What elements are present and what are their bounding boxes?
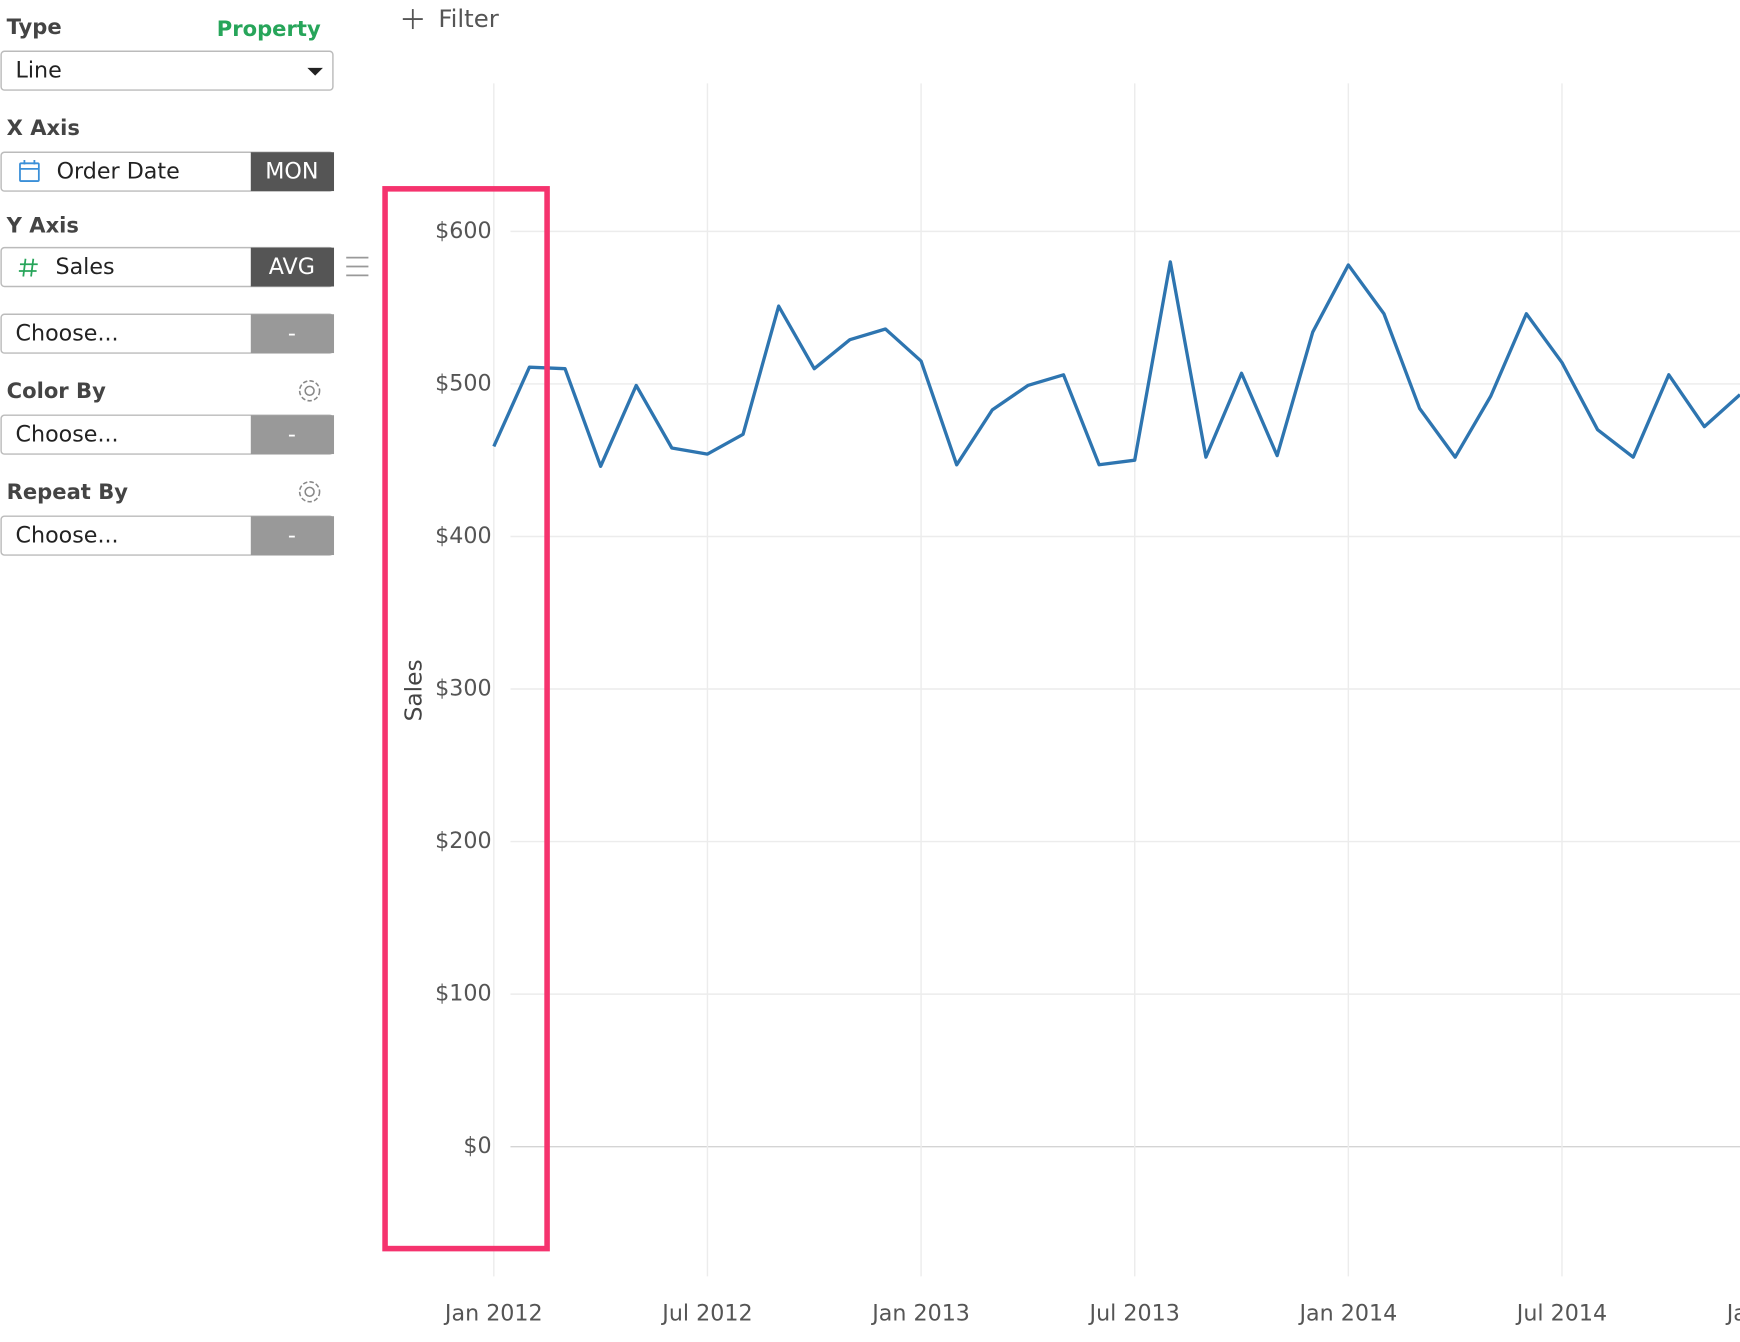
- y-tick-label: $100: [435, 981, 491, 1007]
- plot: $0 $100 $200 $300 $400 $500 $600 Jan 2012 Jul 20…: [435, 83, 1740, 1327]
- y-extra-field[interactable]: Choose... -: [0, 313, 335, 354]
- type-label: Type: [7, 14, 62, 39]
- plus-icon: [402, 9, 423, 30]
- dropdown-box: [0, 50, 334, 91]
- x-tick-label: Jan 2012: [443, 1301, 543, 1327]
- placeholder: Choose...: [16, 523, 119, 549]
- y-agg[interactable]: AVG: [269, 254, 315, 280]
- color-by-label: Color By: [7, 378, 106, 403]
- agg-button-bg: [250, 152, 335, 192]
- agg-button-bg: [250, 247, 335, 287]
- placeholder: Choose...: [16, 422, 119, 448]
- repeat-by-label: Repeat By: [7, 479, 129, 504]
- agg-button-bg: [250, 415, 335, 455]
- x-field[interactable]: Order Date MON: [0, 151, 335, 192]
- y-tick-label: $400: [435, 523, 491, 549]
- x-tick-label: Jul 2012: [660, 1301, 752, 1327]
- y-tick-label: $0: [463, 1133, 491, 1159]
- x-agg[interactable]: MON: [265, 159, 318, 185]
- placeholder: Choose...: [16, 321, 119, 347]
- type-dropdown[interactable]: Line: [0, 50, 334, 91]
- y-tick-label: $300: [435, 676, 491, 702]
- filter-button[interactable]: Filter: [402, 4, 500, 33]
- y-tick-label: $600: [435, 218, 491, 244]
- x-axis-label: X Axis: [7, 115, 80, 140]
- y-tick-label: $500: [435, 370, 491, 396]
- number-icon: [18, 258, 38, 277]
- gear-icon[interactable]: [298, 481, 321, 503]
- y-axis-label: Y Axis: [6, 213, 79, 238]
- x-tick-label: Jan 2014: [1297, 1301, 1397, 1327]
- gear-icon[interactable]: [298, 380, 321, 402]
- property-link[interactable]: Property: [217, 16, 321, 41]
- agg[interactable]: -: [288, 422, 296, 448]
- repeat-by-field[interactable]: Choose... -: [0, 515, 335, 556]
- color-by-field[interactable]: Choose... -: [0, 414, 335, 455]
- y-field[interactable]: Sales AVG: [0, 246, 335, 288]
- type-value: Line: [16, 58, 62, 84]
- highlight-box: [382, 186, 550, 1252]
- agg-button-bg: [250, 516, 335, 556]
- filter-label: Filter: [438, 4, 499, 33]
- calendar-icon: [19, 159, 40, 182]
- series-line: [492, 260, 1740, 468]
- y-axis-title: Sales: [401, 659, 428, 721]
- x-tick-label: Jan 2015: [1725, 1301, 1740, 1327]
- dropdown-arrow: [307, 67, 323, 76]
- menu-icon[interactable]: [346, 256, 369, 277]
- agg-button-bg: [250, 314, 335, 354]
- x-tick-label: Jul 2014: [1515, 1301, 1607, 1327]
- x-tick-label: Jul 2013: [1088, 1301, 1180, 1327]
- y-tick-label: $200: [435, 828, 491, 854]
- y-field-name: Sales: [55, 254, 114, 280]
- agg[interactable]: -: [288, 523, 296, 549]
- agg[interactable]: -: [288, 321, 296, 347]
- x-field-name: Order Date: [57, 159, 180, 185]
- x-tick-label: Jan 2013: [870, 1301, 970, 1327]
